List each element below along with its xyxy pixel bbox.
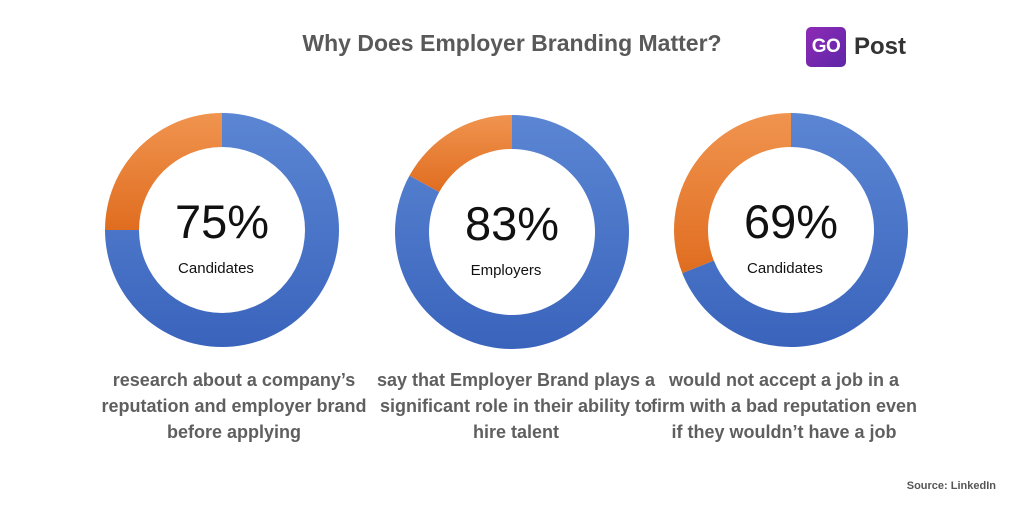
page-title: Why Does Employer Branding Matter? — [302, 30, 722, 56]
donut-3-remainder-slice — [673, 113, 791, 274]
description-1: research about a company’s reputation an… — [101, 370, 367, 442]
description-2: say that Employer Brand plays a signific… — [376, 370, 656, 442]
donut-3-value-slice — [682, 113, 908, 347]
donut-3-group-label: Candidates — [747, 260, 823, 277]
source-note: Source: LinkedIn — [906, 480, 996, 492]
logo-badge: GO — [806, 27, 846, 67]
description-3: would not accept a job in a firm with a … — [650, 370, 918, 442]
donut-1-group-label: Candidates — [178, 260, 254, 277]
donut-3-percent-label: 69% — [744, 195, 838, 248]
donut-2-remainder-slice — [409, 115, 512, 193]
donut-1-remainder-slice — [105, 113, 222, 230]
logo-text: Post — [854, 33, 907, 60]
donut-2-percent-label: 83% — [465, 197, 559, 250]
donut-1-percent-label: 75% — [175, 195, 269, 248]
donut-2-group-label: Employers — [471, 262, 542, 279]
gopost-logo: GO Post — [806, 26, 906, 68]
